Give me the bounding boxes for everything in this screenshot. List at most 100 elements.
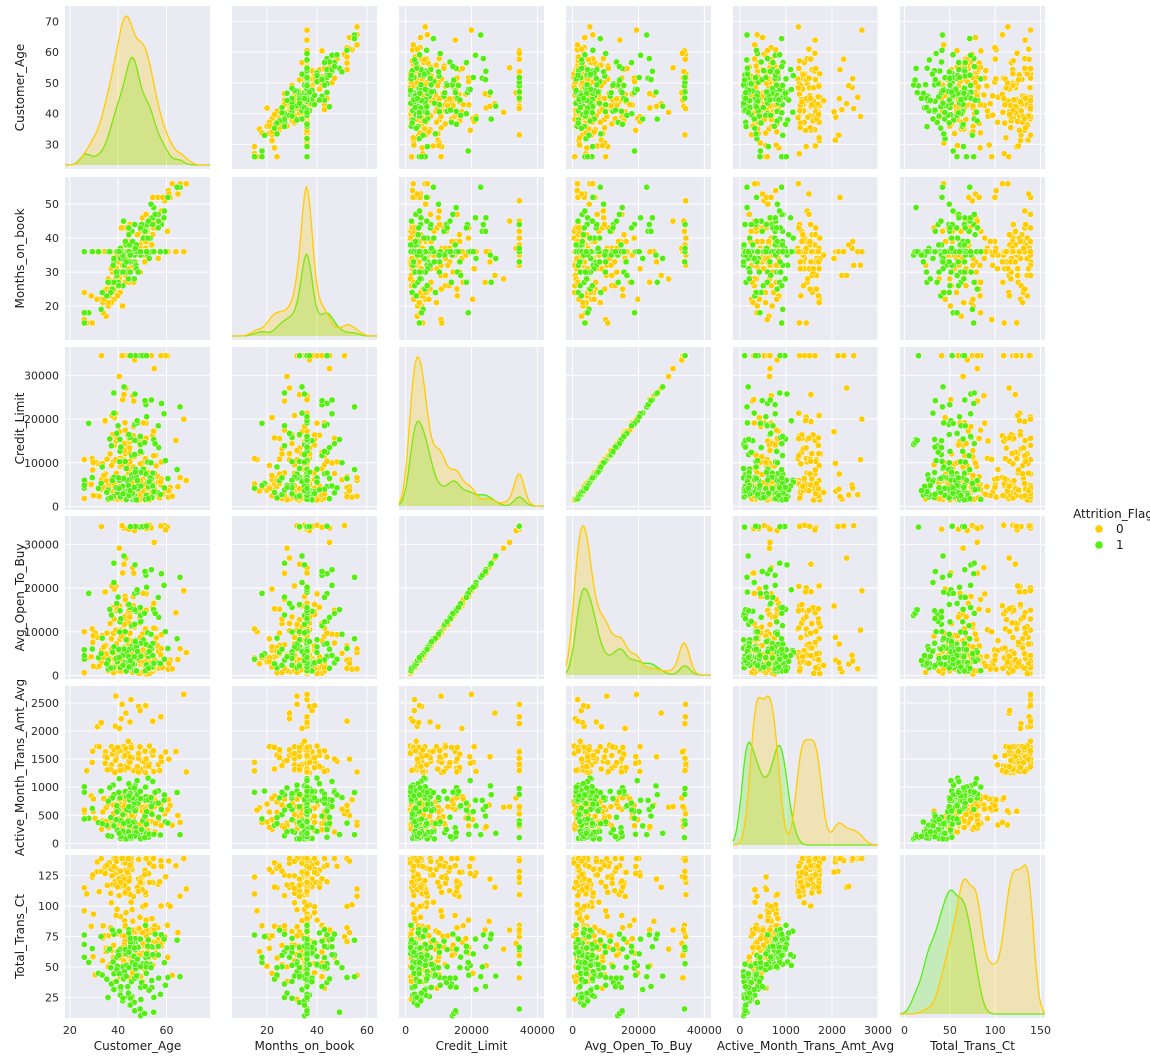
scatter-point-1 <box>766 258 774 266</box>
scatter-point-1 <box>977 248 985 256</box>
scatter-point-0 <box>815 82 823 90</box>
scatter-point-1 <box>313 465 321 473</box>
scatter-point-0 <box>343 59 351 67</box>
scatter-point-1 <box>278 474 286 482</box>
scatter-point-1 <box>323 89 331 96</box>
scatter-point-1 <box>619 120 626 128</box>
scatter-point-1 <box>744 109 752 116</box>
scatter-point-1 <box>418 153 425 161</box>
scatter-point-0 <box>437 153 445 161</box>
scatter-point-0 <box>802 126 809 134</box>
scatter-point-1 <box>926 275 934 283</box>
panel-r2-c4 <box>733 347 879 510</box>
scatter-point-0 <box>619 285 626 293</box>
scatter-point-1 <box>137 224 144 232</box>
scatter-point-1 <box>136 433 144 440</box>
scatter-point-0 <box>992 75 1000 83</box>
scatter-point-0 <box>590 295 598 303</box>
scatter-point-1 <box>321 422 328 430</box>
scatter-point-0 <box>103 455 111 463</box>
scatter-point-0 <box>515 49 523 57</box>
scatter-point-1 <box>298 383 306 391</box>
scatter-point-1 <box>602 101 610 109</box>
scatter-point-0 <box>164 227 171 235</box>
scatter-point-1 <box>464 147 472 155</box>
scatter-point-0 <box>433 118 440 126</box>
scatter-point-1 <box>313 478 321 486</box>
kde-curve-0 <box>65 15 210 166</box>
scatter-point-1 <box>421 117 429 125</box>
scatter-point-0 <box>459 65 466 72</box>
scatter-point-1 <box>162 457 169 464</box>
scatter-point-0 <box>486 102 494 110</box>
scatter-point-0 <box>470 265 478 273</box>
scatter-point-1 <box>955 59 963 66</box>
scatter-point-1 <box>423 109 431 117</box>
scatter-point-1 <box>742 89 749 97</box>
scatter-point-1 <box>273 494 281 502</box>
scatter-point-1 <box>418 309 425 317</box>
scatter-point-1 <box>911 76 919 84</box>
scatter-point-1 <box>408 71 415 79</box>
scatter-point-1 <box>954 234 962 242</box>
scatter-point-1 <box>303 153 311 161</box>
scatter-point-0 <box>972 34 979 41</box>
scatter-point-0 <box>1022 221 1029 228</box>
scatter-point-0 <box>168 492 176 500</box>
scatter-point-1 <box>941 109 949 116</box>
scatter-point-1 <box>948 88 955 96</box>
scatter-point-1 <box>424 143 431 150</box>
scatter-point-1 <box>602 258 610 266</box>
scatter-point-0 <box>669 365 677 372</box>
scatter-point-0 <box>1027 105 1034 112</box>
scatter-point-1 <box>415 224 423 232</box>
scatter-point-1 <box>576 104 584 111</box>
scatter-point-0 <box>980 91 988 99</box>
scatter-point-0 <box>620 231 628 239</box>
scatter-point-1 <box>106 435 114 443</box>
scatter-point-1 <box>316 486 323 494</box>
scatter-point-0 <box>100 472 108 479</box>
scatter-point-1 <box>939 258 947 266</box>
scatter-point-1 <box>946 282 954 290</box>
scatter-point-1 <box>744 248 752 256</box>
scatter-point-1 <box>273 130 281 138</box>
scatter-point-1 <box>157 248 164 256</box>
scatter-point-1 <box>955 109 962 117</box>
scatter-point-1 <box>88 248 96 256</box>
scatter-point-1 <box>622 96 630 104</box>
scatter-point-0 <box>835 95 843 103</box>
scatter-point-0 <box>681 227 688 235</box>
scatter-point-1 <box>443 224 451 232</box>
scatter-point-1 <box>103 488 111 496</box>
scatter-point-1 <box>913 89 921 97</box>
scatter-point-1 <box>960 241 968 249</box>
scatter-point-1 <box>755 112 763 120</box>
scatter-point-1 <box>453 120 460 128</box>
scatter-point-1 <box>769 59 777 66</box>
scatter-point-1 <box>574 71 582 79</box>
scatter-point-0 <box>283 373 291 380</box>
scatter-point-1 <box>423 194 430 201</box>
scatter-point-1 <box>765 143 772 150</box>
scatter-point-1 <box>98 289 106 296</box>
scatter-point-1 <box>288 458 296 466</box>
scatter-point-1 <box>449 63 457 70</box>
scatter-point-1 <box>582 268 589 276</box>
scatter-point-1 <box>426 74 434 82</box>
y-tick-label: 30 <box>45 266 59 279</box>
scatter-point-1 <box>578 124 585 132</box>
scatter-point-1 <box>923 268 930 276</box>
scatter-point-1 <box>144 217 152 225</box>
scatter-point-0 <box>453 292 461 300</box>
scatter-point-1 <box>618 107 625 115</box>
scatter-point-0 <box>843 100 850 108</box>
scatter-point-1 <box>303 120 311 128</box>
scatter-point-1 <box>125 224 133 232</box>
scatter-point-0 <box>1014 272 1021 279</box>
scatter-point-1 <box>939 87 947 94</box>
scatter-point-0 <box>596 118 604 126</box>
scatter-point-1 <box>756 309 764 317</box>
scatter-point-1 <box>416 275 424 283</box>
scatter-point-1 <box>620 433 628 440</box>
